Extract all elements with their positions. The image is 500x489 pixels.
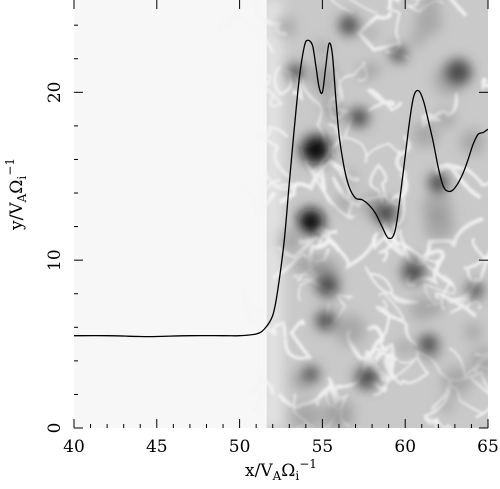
background-filament	[343, 115, 401, 163]
y-axis-title: y/VAΩi−1	[3, 158, 29, 231]
background-patch	[314, 40, 330, 56]
background-filament	[251, 63, 284, 108]
background-patch	[334, 314, 366, 346]
density-blob	[315, 273, 339, 297]
background-patch	[436, 109, 456, 129]
background-filament	[379, 135, 411, 214]
background-filament	[385, 7, 410, 59]
x-tick-label: 45	[146, 437, 168, 457]
background-patch	[335, 193, 354, 212]
density-blob	[418, 334, 439, 354]
background-filament	[424, 418, 452, 428]
background-patch	[460, 129, 485, 155]
background-patch	[464, 323, 482, 341]
background-filament	[366, 88, 403, 113]
y-tick-label: 20	[45, 81, 65, 103]
background-filament	[463, 166, 488, 187]
background-filament	[372, 231, 455, 288]
density-blob	[373, 201, 397, 225]
background-filament	[405, 249, 446, 287]
background-patch	[308, 257, 330, 279]
background-filament	[378, 172, 409, 263]
background-patch	[290, 401, 323, 428]
background-filament	[435, 162, 482, 200]
background-filament	[330, 0, 378, 14]
background-filament	[463, 251, 488, 284]
background-filament	[214, 10, 275, 53]
background-filament	[362, 324, 388, 393]
background-patch	[276, 17, 296, 37]
background-patch	[277, 229, 302, 254]
background-filament	[252, 126, 290, 178]
series-line-0	[74, 39, 488, 338]
axis-ticks	[73, 0, 489, 429]
background-filament	[384, 342, 396, 379]
background-filament	[282, 319, 313, 361]
background-patch	[368, 62, 381, 75]
background-filament	[240, 178, 281, 217]
background-patch	[441, 366, 472, 397]
background-transition	[262, 0, 283, 428]
background-filament	[481, 77, 488, 91]
background-filament	[471, 237, 488, 263]
background-filament	[248, 372, 275, 414]
background-patch	[414, 8, 443, 36]
axis-tick-labels: 40 45 50 55 60 65 0 10 20	[45, 81, 499, 457]
background-filament	[242, 287, 286, 337]
background-filament	[356, 11, 402, 52]
background-filament	[449, 293, 482, 314]
background-uniform-region	[74, 0, 287, 428]
background-filament	[345, 329, 388, 383]
x-tick-label: 65	[477, 437, 499, 457]
background-patch	[422, 0, 441, 10]
series-group	[74, 39, 488, 338]
density-blob	[390, 45, 407, 62]
y-tick-label: 10	[45, 249, 65, 271]
density-blob	[315, 310, 336, 331]
background-patch	[329, 409, 346, 426]
background-patch	[412, 121, 439, 148]
density-blob	[445, 58, 472, 86]
background-patch	[439, 398, 454, 413]
background-filament	[434, 277, 479, 318]
density-blob	[428, 173, 449, 193]
background-filament	[278, 159, 361, 205]
background-filament	[276, 235, 319, 260]
density-blob	[302, 366, 320, 383]
density-blob	[401, 260, 426, 284]
x-tick-label: 50	[229, 437, 251, 457]
density-blob	[466, 282, 484, 299]
background-patch	[428, 299, 444, 316]
density-blob	[348, 107, 369, 128]
x-axis-title: x/VAΩi−1	[245, 457, 317, 483]
background-patch	[342, 170, 357, 185]
x-tick-label: 40	[63, 437, 85, 457]
density-blob	[297, 208, 324, 235]
background-patch	[364, 26, 377, 39]
y-tick-label: 0	[45, 423, 65, 434]
density-blob	[355, 366, 379, 390]
background-filament	[260, 170, 299, 193]
background-filament	[423, 386, 451, 428]
plot-area	[74, 0, 488, 428]
background-patch	[410, 32, 425, 47]
density-blob	[339, 15, 359, 36]
background-patch	[469, 347, 488, 377]
background-patch	[409, 296, 435, 321]
background-filament	[361, 347, 418, 383]
background-filament	[319, 122, 344, 192]
density-blob	[287, 63, 305, 81]
x-tick-label: 55	[312, 437, 334, 457]
background-patch	[396, 339, 413, 356]
background-filament	[373, 352, 430, 397]
background-patch	[424, 210, 455, 242]
density-blob	[300, 134, 331, 165]
x-tick-label: 60	[394, 437, 416, 457]
background-patch	[317, 79, 334, 95]
background-filament	[375, 292, 405, 321]
